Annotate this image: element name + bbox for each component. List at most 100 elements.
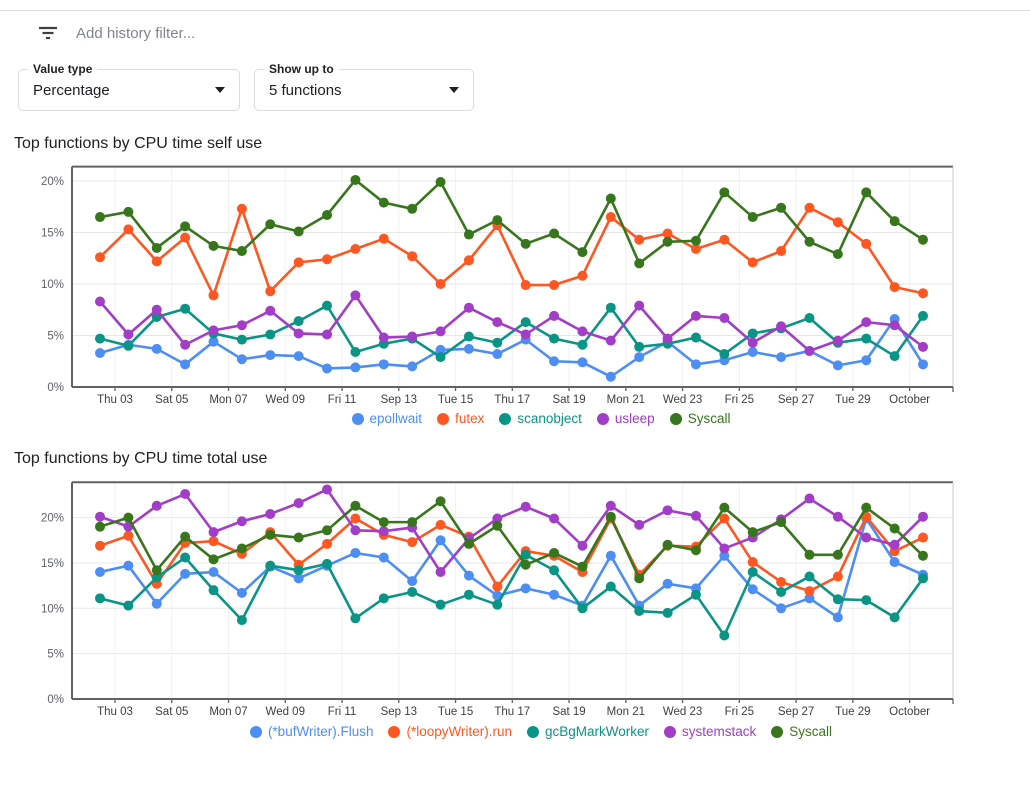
data-point[interactable]: [265, 560, 276, 571]
data-point[interactable]: [634, 352, 645, 363]
data-point[interactable]: [435, 344, 446, 355]
data-point[interactable]: [577, 540, 588, 551]
data-point[interactable]: [151, 304, 162, 315]
data-point[interactable]: [180, 303, 191, 314]
data-point[interactable]: [378, 552, 389, 563]
data-point[interactable]: [889, 523, 900, 534]
data-point[interactable]: [123, 560, 134, 571]
data-point[interactable]: [776, 202, 787, 213]
cpu-total-use-line-chart[interactable]: Thu 03 Sat 05 Mon 07 Wed 09 Fri 11 Sep 13 Tue …: [0, 472, 970, 722]
data-point[interactable]: [889, 539, 900, 550]
data-point[interactable]: [634, 573, 645, 584]
data-point[interactable]: [662, 236, 673, 247]
data-point[interactable]: [690, 243, 701, 254]
data-point[interactable]: [350, 174, 361, 185]
data-point[interactable]: [662, 607, 673, 618]
data-point[interactable]: [577, 561, 588, 572]
data-point[interactable]: [350, 513, 361, 524]
data-point[interactable]: [123, 206, 134, 217]
data-point[interactable]: [492, 599, 503, 610]
data-point[interactable]: [719, 349, 730, 360]
data-point[interactable]: [265, 329, 276, 340]
data-point[interactable]: [265, 508, 276, 519]
data-point[interactable]: [662, 333, 673, 344]
data-point[interactable]: [861, 238, 872, 249]
data-point[interactable]: [123, 530, 134, 541]
data-point[interactable]: [350, 547, 361, 558]
data-point[interactable]: [293, 257, 304, 268]
data-point[interactable]: [861, 532, 872, 543]
data-point[interactable]: [520, 549, 531, 560]
data-point[interactable]: [719, 502, 730, 513]
data-point[interactable]: [180, 339, 191, 350]
data-point[interactable]: [605, 581, 616, 592]
data-point[interactable]: [350, 362, 361, 373]
data-point[interactable]: [520, 317, 531, 328]
data-point[interactable]: [95, 593, 105, 604]
data-point[interactable]: [265, 286, 276, 297]
data-point[interactable]: [435, 535, 446, 546]
data-point[interactable]: [605, 550, 616, 561]
data-point[interactable]: [690, 510, 701, 521]
data-point[interactable]: [208, 240, 219, 251]
data-point[interactable]: [634, 258, 645, 269]
data-point[interactable]: [549, 228, 560, 239]
data-point[interactable]: [634, 519, 645, 530]
data-point[interactable]: [918, 573, 928, 584]
data-point[interactable]: [889, 351, 900, 362]
data-point[interactable]: [463, 302, 474, 313]
data-point[interactable]: [605, 335, 616, 346]
data-point[interactable]: [832, 549, 843, 560]
data-point[interactable]: [236, 516, 247, 527]
data-point[interactable]: [690, 332, 701, 343]
data-point[interactable]: [208, 336, 219, 347]
data-point[interactable]: [95, 212, 105, 223]
data-point[interactable]: [918, 288, 928, 299]
data-point[interactable]: [151, 343, 162, 354]
data-point[interactable]: [151, 242, 162, 253]
data-point[interactable]: [832, 612, 843, 623]
data-point[interactable]: [378, 197, 389, 208]
data-point[interactable]: [747, 567, 758, 578]
data-point[interactable]: [605, 371, 616, 382]
data-point[interactable]: [123, 329, 134, 340]
data-point[interactable]: [378, 359, 389, 370]
data-point[interactable]: [95, 521, 105, 532]
data-point[interactable]: [208, 567, 219, 578]
data-point[interactable]: [804, 345, 815, 356]
data-point[interactable]: [407, 586, 418, 597]
data-point[interactable]: [492, 513, 503, 524]
data-point[interactable]: [804, 549, 815, 560]
data-point[interactable]: [407, 361, 418, 372]
data-point[interactable]: [719, 630, 730, 641]
data-point[interactable]: [861, 355, 872, 366]
data-point[interactable]: [463, 331, 474, 342]
data-point[interactable]: [634, 606, 645, 617]
data-point[interactable]: [549, 547, 560, 558]
data-point[interactable]: [804, 493, 815, 504]
data-point[interactable]: [350, 525, 361, 536]
data-point[interactable]: [520, 329, 531, 340]
data-point[interactable]: [151, 598, 162, 609]
data-point[interactable]: [520, 238, 531, 249]
data-point[interactable]: [208, 527, 219, 538]
data-point[interactable]: [520, 280, 531, 291]
data-point[interactable]: [804, 586, 815, 597]
data-point[interactable]: [435, 599, 446, 610]
data-point[interactable]: [350, 500, 361, 511]
value-type-select[interactable]: Value type Percentage: [18, 62, 240, 111]
data-point[interactable]: [378, 332, 389, 343]
data-point[interactable]: [435, 326, 446, 337]
data-point[interactable]: [492, 215, 503, 226]
data-point[interactable]: [378, 593, 389, 604]
data-point[interactable]: [634, 341, 645, 352]
data-point[interactable]: [889, 282, 900, 293]
data-point[interactable]: [350, 613, 361, 624]
data-point[interactable]: [208, 554, 219, 565]
data-point[interactable]: [577, 603, 588, 614]
data-point[interactable]: [605, 511, 616, 522]
data-point[interactable]: [918, 341, 928, 352]
data-point[interactable]: [889, 612, 900, 623]
data-point[interactable]: [549, 589, 560, 600]
data-point[interactable]: [378, 233, 389, 244]
